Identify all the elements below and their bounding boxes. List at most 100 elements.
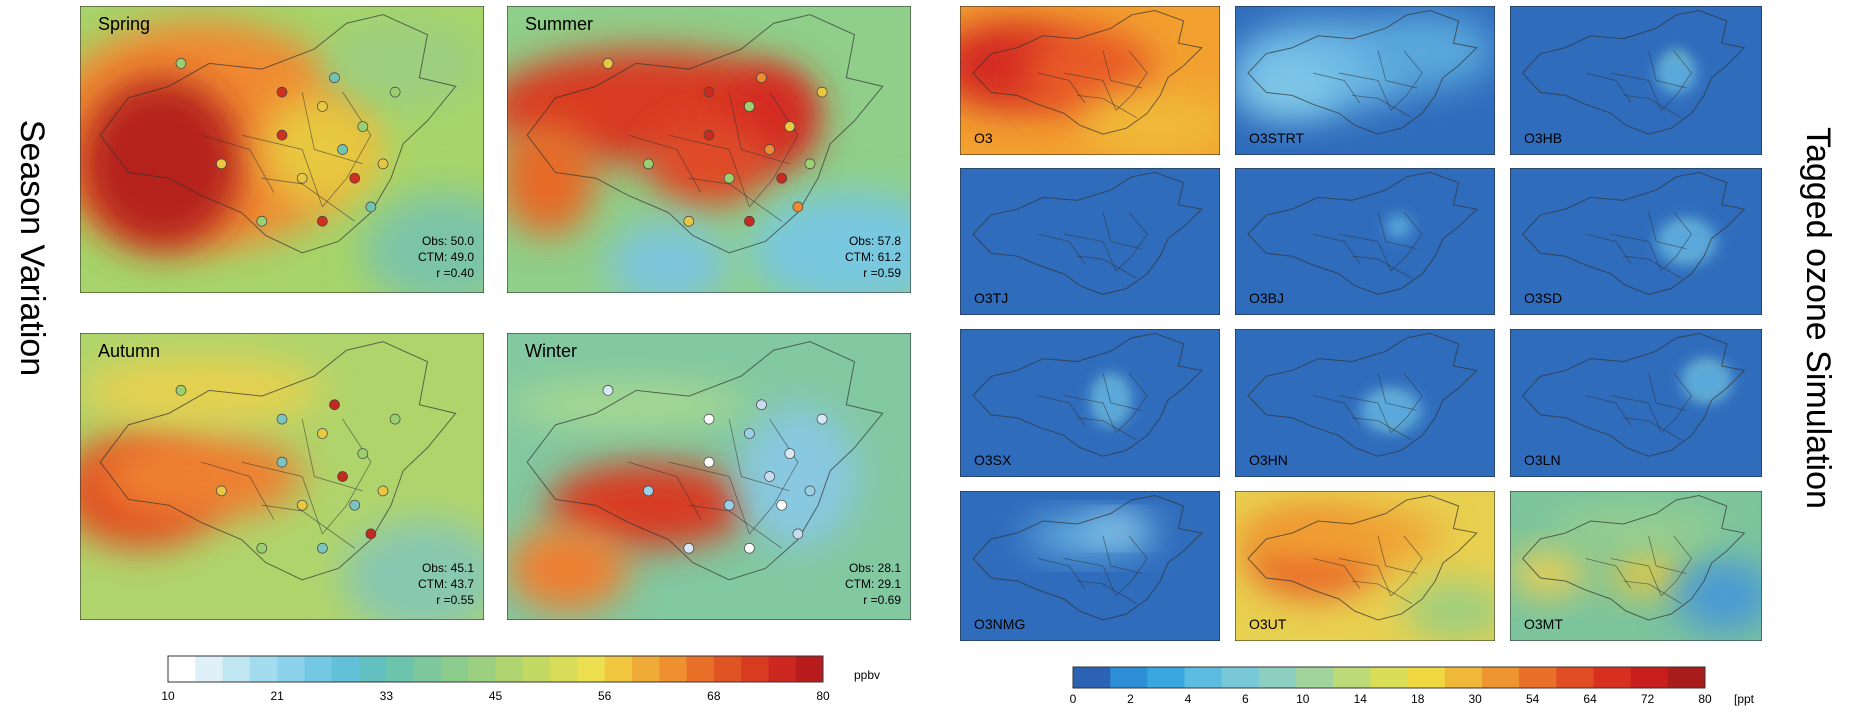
border	[972, 171, 1203, 295]
colorbar-cell	[440, 656, 469, 682]
station	[389, 413, 401, 425]
colorbar-cell	[331, 656, 360, 682]
station	[744, 101, 755, 112]
colorbar-tick: 45	[489, 689, 503, 703]
province-line	[1102, 211, 1143, 250]
colorbar-cell	[1481, 667, 1520, 688]
border	[99, 341, 457, 581]
station	[357, 121, 369, 132]
map-bg	[1235, 168, 1495, 315]
panel-label: O3LN	[1524, 452, 1561, 468]
map	[1235, 329, 1495, 477]
province-line	[1610, 558, 1662, 597]
province-line	[1648, 535, 1687, 574]
province-line	[1338, 72, 1392, 111]
station	[317, 101, 328, 112]
province-line	[1377, 373, 1418, 411]
province-line	[1585, 233, 1632, 264]
province-line	[1076, 95, 1137, 119]
station	[357, 448, 369, 459]
province-line	[1338, 233, 1392, 272]
province-line	[1312, 233, 1361, 264]
field	[1090, 373, 1132, 427]
panel-label: Autumn	[98, 341, 160, 361]
station	[756, 72, 767, 84]
colorbar-tick: 14	[1354, 692, 1368, 706]
station	[317, 215, 328, 227]
station	[816, 413, 828, 425]
colorbar-cell	[359, 656, 387, 682]
colorbar-cell	[1073, 667, 1111, 688]
province-line	[1102, 50, 1143, 89]
colorbar-cell	[1667, 667, 1706, 688]
colorbar-tick: 18	[1411, 692, 1425, 706]
colorbar-unit: ppbv	[854, 668, 880, 682]
station	[764, 144, 775, 155]
province-line	[1648, 212, 1687, 250]
province-line	[241, 134, 323, 208]
station	[256, 215, 268, 227]
map	[960, 6, 1220, 155]
colorbar-tick: 56	[598, 689, 612, 703]
panel-label: O3HB	[1524, 130, 1562, 146]
field	[507, 120, 596, 236]
station	[784, 121, 796, 132]
station	[317, 428, 328, 439]
map-bg	[960, 491, 1220, 641]
map	[960, 329, 1220, 477]
colorbar-tick: 2	[1127, 692, 1134, 706]
province-line	[1037, 558, 1086, 589]
field	[1365, 13, 1495, 88]
station	[776, 499, 788, 511]
province-line	[1623, 95, 1682, 119]
province-line	[1660, 211, 1692, 272]
colorbar-cell	[495, 656, 524, 682]
map-bg	[960, 329, 1220, 477]
colorbar-cell	[468, 656, 496, 682]
panel-label: Winter	[525, 341, 577, 361]
province-line	[1623, 580, 1682, 604]
station	[703, 413, 715, 425]
panel-stat: r =0.69	[863, 593, 901, 607]
colorbar-cell	[1630, 667, 1669, 688]
station	[703, 86, 715, 98]
station	[792, 201, 804, 213]
province-line	[628, 461, 702, 520]
station	[317, 542, 328, 554]
station	[175, 385, 187, 396]
field	[1547, 510, 1725, 547]
province-line	[1063, 72, 1117, 111]
province-line	[749, 418, 799, 535]
map-bg	[960, 168, 1220, 315]
station	[683, 542, 695, 554]
station	[216, 158, 227, 170]
panel-label: O3SX	[974, 452, 1012, 468]
panel-label: Summer	[525, 14, 593, 34]
province-line	[1063, 233, 1117, 272]
colorbar-cell	[249, 656, 278, 682]
panel-label: O3TJ	[974, 290, 1008, 306]
province-line	[668, 461, 750, 535]
province-line	[1037, 72, 1086, 104]
station	[703, 129, 715, 141]
field	[1235, 506, 1443, 566]
field	[1359, 388, 1423, 433]
colorbar-cell	[741, 656, 769, 682]
map	[507, 6, 911, 293]
colorbar-cell	[686, 656, 715, 682]
station	[776, 172, 788, 184]
province-line	[1338, 558, 1392, 597]
colorbar-tick: 54	[1526, 692, 1540, 706]
station	[744, 542, 755, 554]
field	[749, 192, 911, 293]
station	[276, 129, 288, 141]
province-line	[728, 92, 790, 165]
map	[1510, 329, 1762, 477]
map	[1235, 491, 1495, 641]
station	[377, 158, 389, 170]
map-bg	[1510, 329, 1762, 477]
province-line	[322, 418, 372, 535]
colorbar-cell	[1333, 667, 1371, 688]
colorbar-tick: 10	[1296, 692, 1310, 706]
province-line	[668, 134, 750, 208]
